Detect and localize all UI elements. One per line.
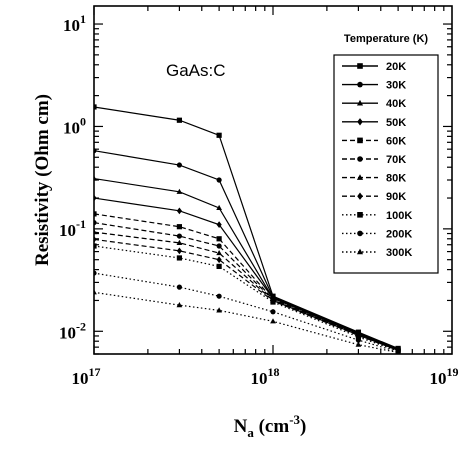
y-tick-label-base: 10 (63, 16, 80, 35)
y-tick-label-exp: -2 (76, 319, 86, 333)
data-point-30K (176, 162, 183, 168)
legend-label-200K: 200K (386, 228, 412, 240)
data-point-300K (355, 341, 362, 347)
y-tick-label-base: 10 (63, 118, 80, 137)
data-point-90K (216, 256, 222, 264)
data-point-50K (176, 207, 183, 215)
data-point-60K (216, 236, 222, 242)
data-point-20K (216, 132, 222, 138)
y-tick-label-base: 10 (59, 221, 76, 240)
legend-box (333, 54, 439, 274)
data-point-80K (176, 239, 183, 245)
series-line-200K (94, 272, 399, 353)
data-point-20K (94, 104, 97, 110)
legend-label-80K: 80K (386, 173, 406, 185)
data-point-300K (395, 349, 401, 354)
data-point-100K (94, 243, 97, 249)
legend-items: 20K 30K 40K 50K 60K 70K 80K 90K 100K 200K 300K (342, 61, 412, 259)
data-point-100K (176, 255, 183, 261)
y-axis-title: Resistivity (Ohm cm) (32, 94, 53, 266)
x-tick-label: 1017 (72, 365, 101, 388)
legend-label-30K: 30K (386, 80, 406, 92)
x-tick-label-exp: 18 (268, 365, 280, 379)
legend-title: Temperature (K) (344, 33, 428, 45)
legend: Temperature (K) 20K 30K 40K 50K 60K 70K 80K 90K… (333, 33, 439, 274)
x-tick-label-exp: 19 (447, 365, 459, 379)
legend-marker-50K (357, 118, 363, 126)
data-point-80K (216, 249, 222, 256)
legend-marker-100K (357, 212, 363, 218)
plot-series (94, 104, 401, 354)
x-tick-label: 1018 (251, 365, 280, 388)
data-point-100K (216, 263, 222, 270)
x-tick-label-exp: 17 (89, 365, 101, 379)
legend-marker-70K (357, 156, 363, 162)
y-tick-label-base: 10 (59, 323, 76, 342)
legend-label-20K: 20K (386, 61, 406, 73)
y-tick-label-exp: 1 (80, 12, 86, 26)
x-axis-title-base: N (234, 416, 248, 437)
data-point-200K (355, 337, 362, 343)
legend-marker-90K (357, 192, 363, 200)
data-point-40K (176, 188, 183, 194)
annotation-label: GaAs:C (166, 61, 226, 80)
data-point-300K (270, 318, 276, 324)
data-point-70K (216, 243, 222, 249)
y-tick-label: 10-2 (59, 319, 86, 342)
x-axis-title-unit-close: ) (300, 416, 306, 437)
series-line-300K (94, 291, 399, 354)
data-point-300K (216, 307, 222, 313)
legend-marker-300K (356, 248, 364, 255)
x-tick-label-base: 10 (72, 369, 89, 388)
series-line-90K (94, 238, 399, 352)
legend-label-90K: 90K (386, 191, 406, 203)
y-tick-label-exp: 0 (80, 114, 86, 128)
data-point-60K (94, 211, 97, 217)
legend-label-100K: 100K (386, 210, 412, 222)
data-point-200K (176, 284, 183, 290)
data-point-100K (270, 299, 276, 305)
data-point-200K (216, 293, 222, 299)
y-tick-label: 101 (63, 12, 86, 35)
legend-label-70K: 70K (386, 154, 406, 166)
data-point-50K (216, 221, 222, 229)
legend-marker-80K (356, 174, 364, 180)
series-line-80K (94, 231, 399, 351)
y-tick-label: 100 (63, 114, 86, 137)
data-point-20K (176, 117, 183, 123)
legend-marker-40K (356, 99, 364, 106)
legend-marker-60K (357, 137, 363, 144)
y-tick-label-exp: -1 (76, 217, 86, 231)
data-point-30K (216, 177, 222, 183)
x-tick-label-base: 10 (251, 369, 268, 388)
x-axis-title-unit-sup: -3 (289, 412, 300, 427)
x-axis-title-sub: a (247, 425, 254, 440)
x-tick-label: 1019 (430, 365, 459, 388)
data-point-90K (176, 247, 183, 255)
data-point-200K (270, 309, 276, 315)
x-tick-label-base: 10 (430, 369, 447, 388)
legend-label-300K: 300K (386, 247, 412, 259)
legend-marker-200K (357, 230, 363, 237)
legend-marker-20K (357, 63, 363, 69)
plot-frame (93, 5, 453, 355)
x-axis-title-unit-open: (cm (254, 416, 290, 437)
data-point-60K (176, 224, 183, 230)
data-point-40K (216, 204, 222, 211)
y-tick-label: 10-1 (59, 217, 86, 240)
legend-label-40K: 40K (386, 98, 406, 110)
legend-label-60K: 60K (386, 135, 406, 147)
x-axis-title: Na (cm-3) (234, 412, 307, 440)
series-line-60K (94, 213, 399, 351)
data-point-100K (355, 334, 362, 340)
data-point-70K (176, 233, 183, 239)
data-point-300K (176, 302, 183, 308)
series-line-70K (94, 222, 399, 351)
legend-label-50K: 50K (386, 117, 406, 129)
legend-marker-30K (357, 81, 363, 88)
